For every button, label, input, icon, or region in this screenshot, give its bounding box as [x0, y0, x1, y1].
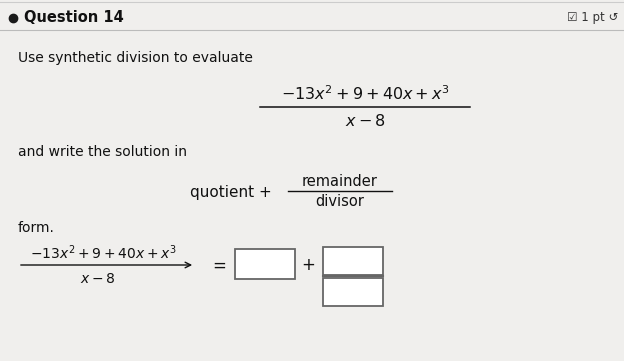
Text: $x-8$: $x-8$ — [344, 113, 386, 130]
Text: ☑ 1 pt ↺: ☑ 1 pt ↺ — [567, 12, 618, 25]
Text: form.: form. — [18, 221, 55, 235]
Text: remainder: remainder — [302, 174, 378, 190]
Text: Question 14: Question 14 — [24, 10, 124, 26]
Text: divisor: divisor — [316, 195, 364, 209]
FancyBboxPatch shape — [235, 249, 295, 279]
Text: $=$: $=$ — [209, 257, 227, 274]
FancyBboxPatch shape — [323, 247, 383, 275]
FancyBboxPatch shape — [323, 278, 383, 306]
Text: and write the solution in: and write the solution in — [18, 145, 187, 159]
Text: Use synthetic division to evaluate: Use synthetic division to evaluate — [18, 51, 253, 65]
Text: quotient +: quotient + — [190, 184, 272, 200]
Text: $x-8$: $x-8$ — [80, 272, 116, 286]
Text: $-13x^2+9+40x+x^3$: $-13x^2+9+40x+x^3$ — [29, 244, 177, 262]
Text: $+$: $+$ — [301, 257, 315, 274]
Text: $-13x^2+9+40x+x^3$: $-13x^2+9+40x+x^3$ — [281, 86, 449, 104]
